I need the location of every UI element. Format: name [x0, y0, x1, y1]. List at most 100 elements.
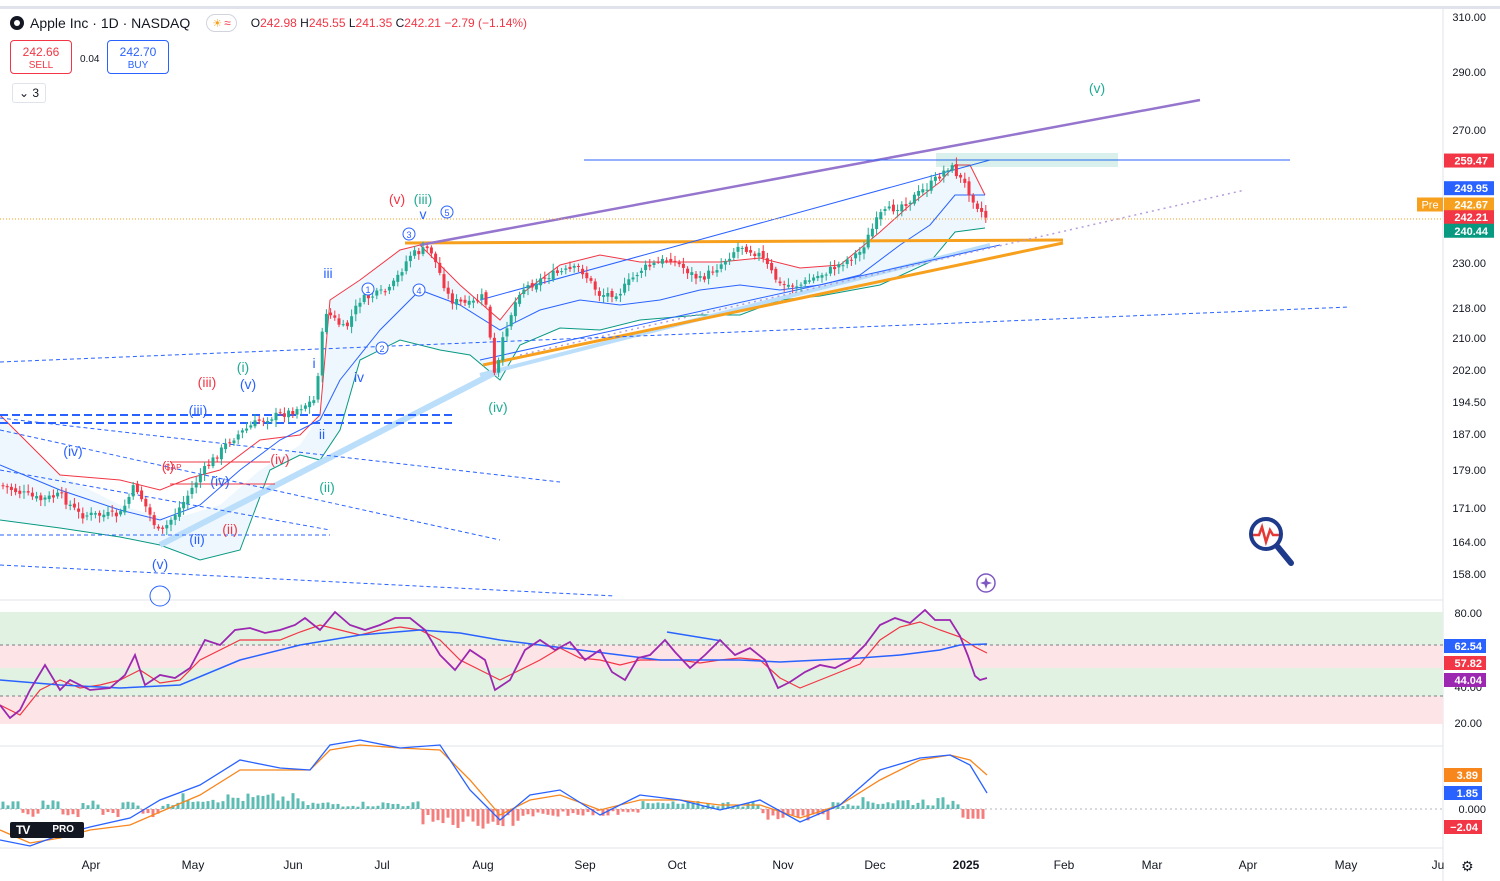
macd-histogram-bar — [86, 805, 90, 809]
pro-badge: PRO — [52, 824, 74, 835]
trend-line-light — [479, 243, 991, 377]
magnifier-heartbeat-icon[interactable] — [1247, 515, 1295, 567]
macd-histogram-bar — [586, 809, 590, 813]
symbol-title[interactable]: Apple Inc · 1D · NASDAQ — [30, 15, 191, 31]
candle-body — [22, 491, 26, 493]
macd-histogram-bar — [846, 804, 850, 809]
buy-button[interactable]: 242.70 BUY — [107, 40, 169, 74]
candle-body — [904, 204, 908, 206]
macd-histogram-bar — [261, 795, 265, 809]
macd-histogram-bar — [41, 800, 45, 809]
low-value: 241.35 — [355, 16, 393, 30]
candle-body — [774, 268, 778, 280]
candle-body — [660, 258, 664, 264]
candle-body — [950, 165, 954, 171]
settings-gear-icon[interactable]: ⚙ — [1461, 858, 1474, 874]
macd-histogram-bar — [631, 809, 635, 812]
candle-body — [690, 272, 694, 275]
candle-body — [392, 280, 396, 287]
macd-histogram-bar — [811, 809, 815, 815]
candle-body — [908, 202, 912, 205]
macd-histogram-bar — [746, 803, 750, 809]
rsi-band-red — [0, 645, 1443, 668]
candle-body — [732, 252, 736, 258]
candle-body — [635, 274, 639, 277]
macd-histogram-bar — [691, 802, 695, 809]
candle-body — [837, 264, 841, 268]
candle-body — [933, 176, 937, 181]
macd-histogram-bar — [806, 809, 810, 821]
candle-body — [820, 275, 824, 278]
macd-histogram-bar — [436, 809, 440, 821]
macd-histogram-bar — [166, 803, 170, 809]
close-value: 242.21 — [404, 16, 441, 30]
wave-label: v — [420, 206, 427, 222]
macd-histogram-bar — [31, 809, 35, 817]
macd-histogram-bar — [886, 802, 890, 809]
macd-histogram-bar — [756, 804, 760, 809]
macd-histogram-bar — [106, 809, 110, 813]
indicators-collapse-button[interactable]: ⌄ 3 — [12, 83, 46, 103]
triangle-lower-line — [482, 241, 1064, 367]
sun-icon: ☀ — [212, 17, 223, 30]
macd-badge-label: 3.89 — [1457, 770, 1478, 782]
candle-body — [413, 250, 417, 256]
rsi-overbought-zone — [0, 612, 1443, 645]
macd-histogram-bar — [366, 806, 370, 809]
macd-histogram-bar — [611, 809, 615, 812]
macd-histogram-bar — [36, 809, 40, 814]
macd-histogram-bar — [621, 809, 625, 812]
macd-pane[interactable] — [0, 739, 988, 847]
candle-body — [786, 284, 790, 287]
macd-histogram-bar — [701, 805, 705, 809]
wave-label: 2 — [379, 344, 384, 354]
macd-histogram-bar — [281, 796, 285, 809]
macd-histogram-bar — [761, 809, 765, 814]
rsi-badge-label: 62.54 — [1454, 641, 1482, 653]
wave-label: (iv) — [488, 399, 507, 415]
candle-body — [875, 217, 879, 230]
symbol-header[interactable]: Apple Inc · 1D · NASDAQ ☀ ≈ O242.98 H245… — [10, 14, 527, 32]
macd-histogram-bar — [666, 803, 670, 809]
candle-body — [467, 300, 471, 305]
candle-body — [803, 280, 807, 285]
rsi-pane[interactable] — [0, 608, 988, 720]
drawing-layer[interactable] — [0, 98, 1443, 642]
macd-histogram-bar — [321, 802, 325, 809]
candle-body — [72, 503, 76, 508]
macd-histogram-bar — [921, 799, 925, 809]
candle-body — [102, 514, 106, 518]
candle-body — [85, 515, 89, 517]
candle-body — [438, 262, 442, 273]
price-tick-label: 290.00 — [1452, 67, 1486, 79]
price-axis[interactable]: 310.00290.00270.00250.00230.00218.00210.… — [1417, 12, 1494, 834]
candle-body — [312, 400, 316, 404]
candle-body — [694, 273, 698, 279]
candle-body — [89, 512, 93, 516]
macd-histogram-bar — [441, 809, 445, 824]
candle-body — [967, 181, 971, 196]
price-tick-label: 187.00 — [1452, 429, 1486, 441]
alert-icon[interactable] — [976, 573, 996, 593]
rsi-tick-label: 80.00 — [1454, 608, 1482, 620]
session-indicator[interactable]: ☀ ≈ — [206, 14, 237, 32]
time-axis[interactable]: Apr May Jun Jul Aug Sep Oct Nov Dec 2025 Feb Mar Apr… — [82, 858, 1445, 872]
macd-histogram-bar — [271, 793, 275, 809]
candle-body — [110, 510, 114, 512]
macd-histogram-bar — [431, 809, 435, 822]
candlestick-series[interactable] — [1, 157, 988, 535]
sell-button[interactable]: 242.66 SELL — [10, 40, 72, 74]
candle-body — [564, 268, 568, 270]
wave-label: (i) — [237, 359, 249, 375]
macd-histogram-bar — [306, 805, 310, 809]
macd-histogram-bar — [451, 809, 455, 825]
candle-body — [828, 266, 832, 274]
candle-body — [728, 258, 732, 261]
tradingview-logo[interactable]: TV PRO — [10, 822, 84, 838]
candle-body — [39, 495, 43, 501]
candle-body — [396, 274, 400, 282]
macd-histogram-bar — [346, 806, 350, 809]
macd-histogram-bar — [291, 793, 295, 809]
macd-histogram-bar — [21, 809, 25, 813]
